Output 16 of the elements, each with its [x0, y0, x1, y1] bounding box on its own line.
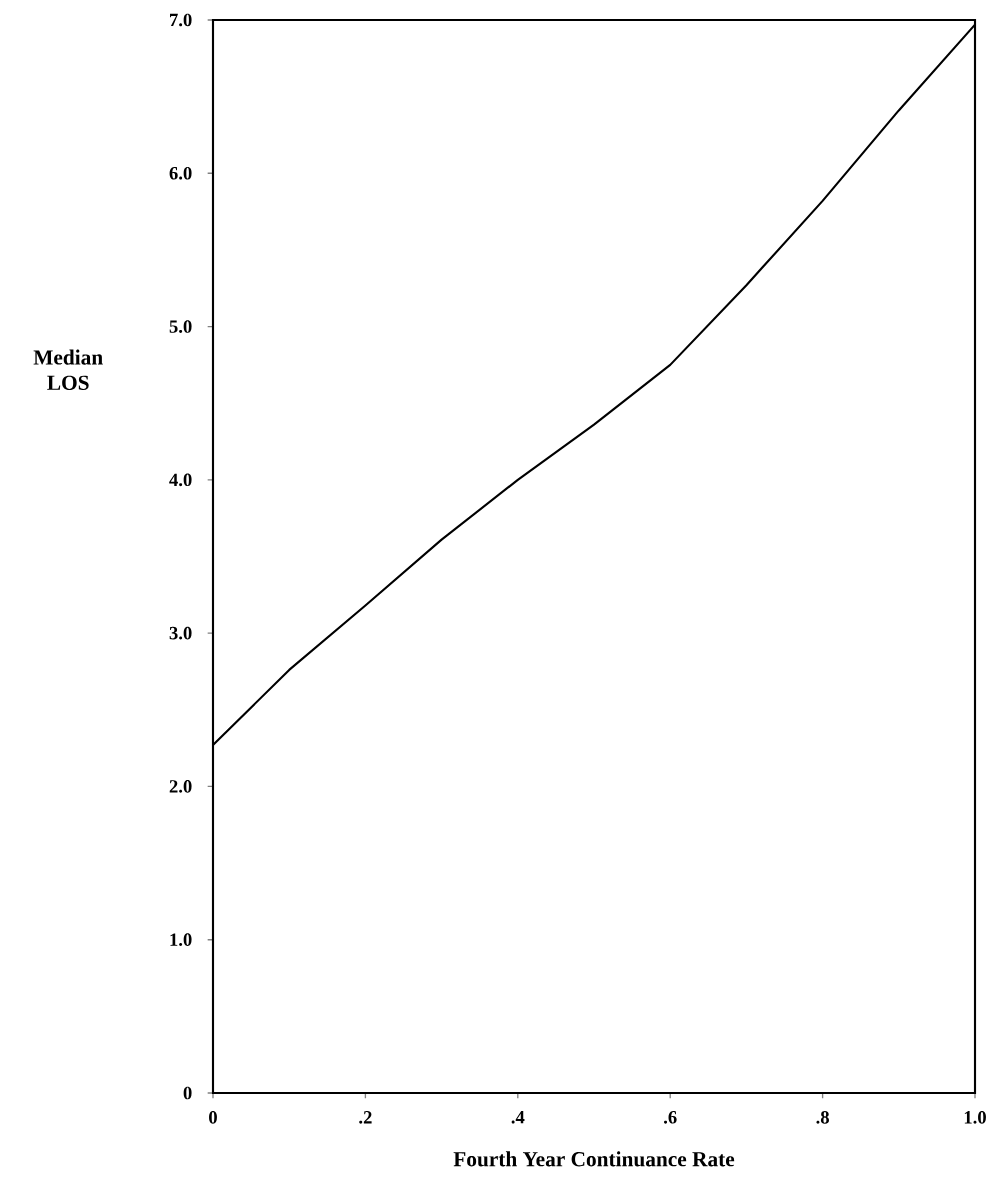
y-tick-label: 6.0 [169, 166, 192, 180]
x-tick-label: .2 [359, 1111, 372, 1124]
y-tick-label: 3.0 [169, 626, 192, 640]
x-tick-label: .8 [816, 1111, 829, 1124]
y-tick-label: 7.0 [170, 13, 192, 27]
x-axis-title: Fourth Year Continuance Rate [453, 1151, 735, 1167]
y-tick-label: 0 [183, 1086, 192, 1100]
x-tick-label: .6 [664, 1111, 677, 1124]
y-tick-label: 4.0 [169, 473, 192, 487]
x-tick-label: 1.0 [964, 1111, 986, 1124]
y-tick-label: 1.0 [170, 933, 192, 947]
x-tick-label: .4 [511, 1111, 525, 1124]
y-tick-label: 5.0 [169, 320, 192, 333]
x-tick-label: 0 [209, 1111, 217, 1124]
y-tick-label: 2.0 [169, 780, 192, 793]
y-axis-title: Median LOS [33, 349, 103, 390]
